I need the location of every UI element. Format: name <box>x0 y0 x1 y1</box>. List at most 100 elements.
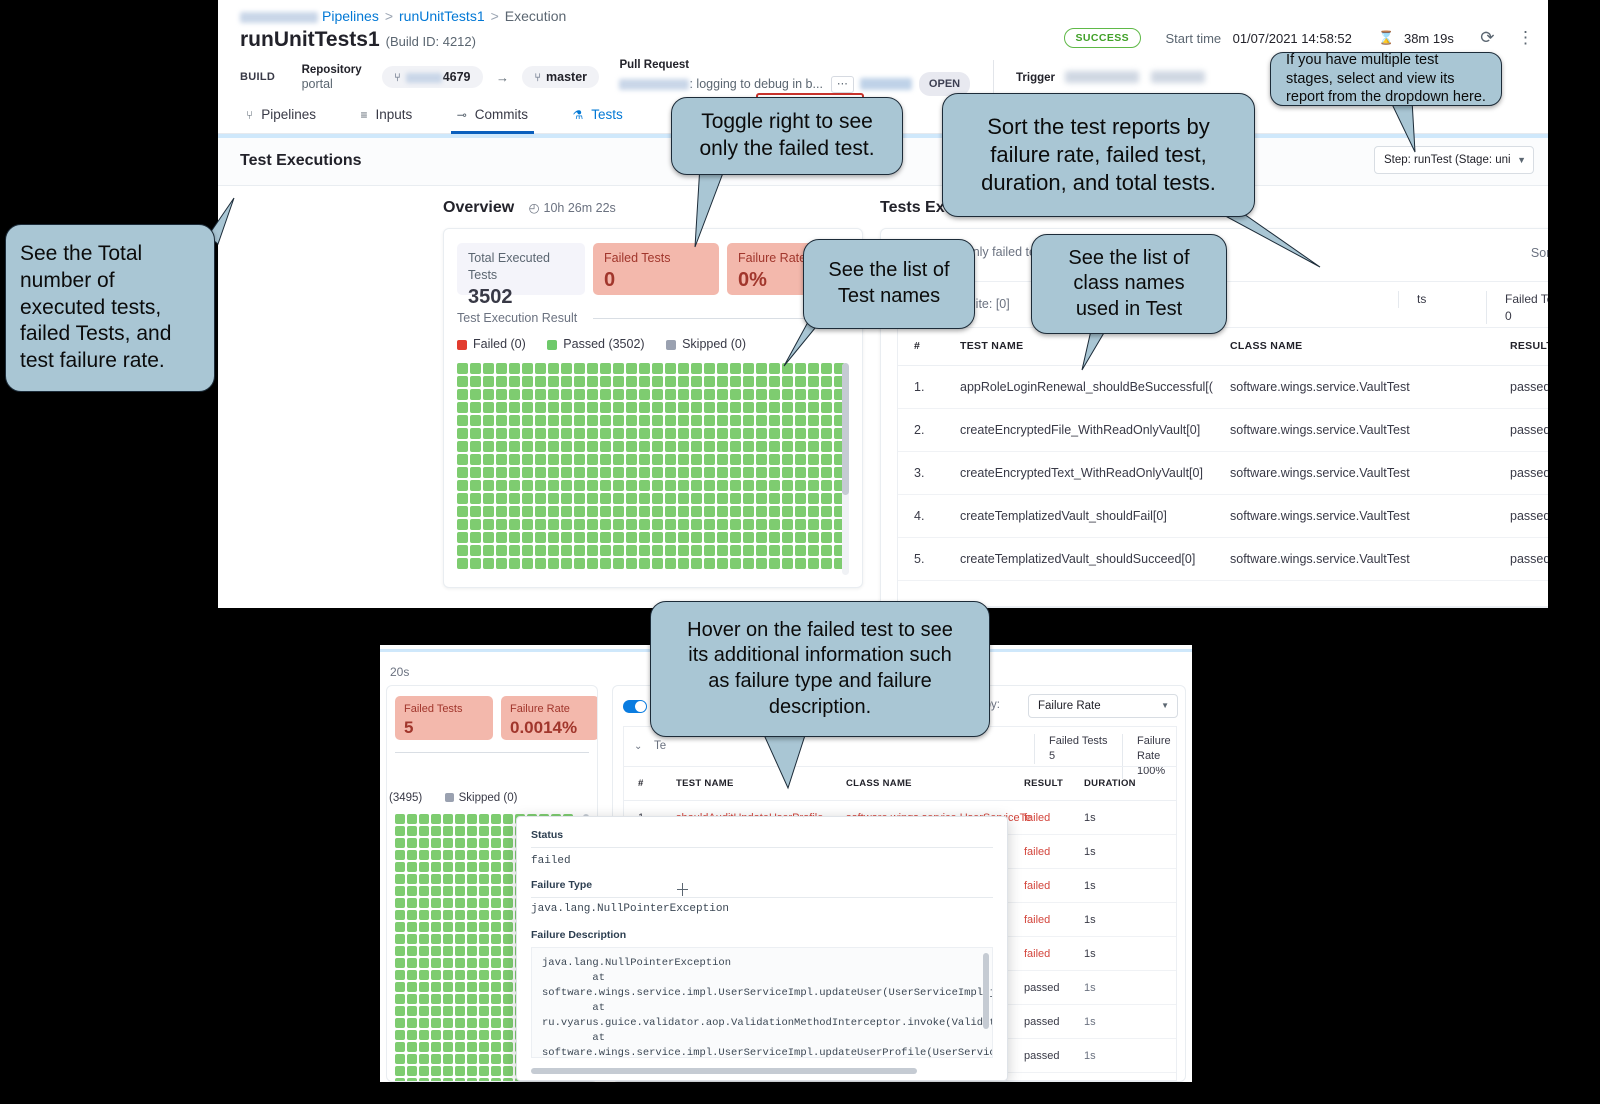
inset-test-result-square[interactable] <box>431 982 441 992</box>
test-result-square[interactable] <box>795 441 806 452</box>
inset-test-result-square[interactable] <box>479 838 489 848</box>
test-result-square[interactable] <box>457 376 468 387</box>
test-result-square[interactable] <box>457 480 468 491</box>
inset-test-result-square[interactable] <box>443 1078 453 1081</box>
test-result-square[interactable] <box>691 532 702 543</box>
test-result-square[interactable] <box>743 363 754 374</box>
test-result-square[interactable] <box>678 389 689 400</box>
test-result-square[interactable] <box>561 493 572 504</box>
inset-test-result-square[interactable] <box>407 970 417 980</box>
inset-test-result-square[interactable] <box>419 946 429 956</box>
inset-test-result-square[interactable] <box>455 1078 465 1081</box>
test-result-square[interactable] <box>808 480 819 491</box>
inset-test-result-square[interactable] <box>503 826 513 836</box>
test-result-square[interactable] <box>535 493 546 504</box>
test-result-square[interactable] <box>548 402 559 413</box>
inset-test-result-square[interactable] <box>467 970 477 980</box>
test-result-square[interactable] <box>769 428 780 439</box>
test-result-square[interactable] <box>665 376 676 387</box>
inset-test-result-square[interactable] <box>431 1042 441 1052</box>
test-result-square[interactable] <box>678 363 689 374</box>
inset-test-result-square[interactable] <box>407 958 417 968</box>
inset-test-result-square[interactable] <box>491 922 501 932</box>
test-result-square[interactable] <box>561 506 572 517</box>
test-result-square[interactable] <box>496 441 507 452</box>
test-result-square[interactable] <box>587 467 598 478</box>
inset-test-result-square[interactable] <box>443 1018 453 1028</box>
test-result-square[interactable] <box>626 506 637 517</box>
test-result-square[interactable] <box>483 428 494 439</box>
test-result-square[interactable] <box>834 428 845 439</box>
inset-test-result-square[interactable] <box>503 970 513 980</box>
inset-test-result-square[interactable] <box>479 898 489 908</box>
test-result-square[interactable] <box>782 376 793 387</box>
test-result-square[interactable] <box>756 402 767 413</box>
test-result-square[interactable] <box>730 506 741 517</box>
inset-test-result-square[interactable] <box>491 1054 501 1064</box>
test-result-square[interactable] <box>691 428 702 439</box>
test-result-square[interactable] <box>821 493 832 504</box>
test-result-square[interactable] <box>834 441 845 452</box>
inset-test-result-square[interactable] <box>431 934 441 944</box>
test-result-square[interactable] <box>821 467 832 478</box>
test-result-square[interactable] <box>639 402 650 413</box>
test-result-square[interactable] <box>782 480 793 491</box>
inset-test-result-square[interactable] <box>443 1042 453 1052</box>
test-result-square[interactable] <box>769 402 780 413</box>
more-dots-button[interactable]: ⋯ <box>830 75 854 93</box>
test-result-square[interactable] <box>600 415 611 426</box>
inset-test-result-square[interactable] <box>419 1054 429 1064</box>
test-result-square[interactable] <box>639 532 650 543</box>
test-result-square[interactable] <box>457 415 468 426</box>
test-result-square[interactable] <box>574 402 585 413</box>
inset-test-result-square[interactable] <box>395 1006 405 1016</box>
inset-test-result-square[interactable] <box>431 1030 441 1040</box>
test-result-square[interactable] <box>652 363 663 374</box>
test-result-square[interactable] <box>665 454 676 465</box>
test-result-square[interactable] <box>756 506 767 517</box>
test-result-square[interactable] <box>769 376 780 387</box>
test-result-square[interactable] <box>626 363 637 374</box>
test-result-square[interactable] <box>613 519 624 530</box>
test-result-square[interactable] <box>613 480 624 491</box>
inset-test-result-square[interactable] <box>455 922 465 932</box>
inset-test-result-square[interactable] <box>503 1018 513 1028</box>
test-result-square[interactable] <box>678 558 689 569</box>
test-result-square[interactable] <box>756 415 767 426</box>
test-result-square[interactable] <box>626 480 637 491</box>
test-result-square[interactable] <box>691 389 702 400</box>
test-result-square[interactable] <box>743 480 754 491</box>
test-result-square[interactable] <box>626 545 637 556</box>
inset-test-result-square[interactable] <box>503 922 513 932</box>
test-result-square[interactable] <box>600 376 611 387</box>
inset-test-result-square[interactable] <box>491 814 501 824</box>
test-result-square[interactable] <box>743 558 754 569</box>
test-result-square[interactable] <box>600 532 611 543</box>
inset-test-result-square[interactable] <box>503 934 513 944</box>
test-result-square[interactable] <box>522 428 533 439</box>
grid-scrollbar[interactable] <box>842 363 849 575</box>
test-result-square[interactable] <box>691 415 702 426</box>
inset-test-result-square[interactable] <box>407 982 417 992</box>
test-result-square[interactable] <box>808 428 819 439</box>
test-result-square[interactable] <box>795 558 806 569</box>
test-result-square[interactable] <box>821 376 832 387</box>
test-result-square[interactable] <box>652 493 663 504</box>
test-result-square[interactable] <box>561 441 572 452</box>
test-result-square[interactable] <box>483 493 494 504</box>
test-result-square[interactable] <box>821 545 832 556</box>
inset-test-result-square[interactable] <box>419 1042 429 1052</box>
test-result-square[interactable] <box>782 467 793 478</box>
inset-test-result-square[interactable] <box>395 850 405 860</box>
test-result-square[interactable] <box>613 428 624 439</box>
inset-test-result-square[interactable] <box>503 1042 513 1052</box>
tooltip-vertical-scrollbar[interactable] <box>983 953 989 1029</box>
test-result-square[interactable] <box>782 389 793 400</box>
test-result-square[interactable] <box>535 506 546 517</box>
test-result-square[interactable] <box>626 454 637 465</box>
test-result-square[interactable] <box>509 402 520 413</box>
test-result-square[interactable] <box>613 389 624 400</box>
test-result-square[interactable] <box>457 454 468 465</box>
test-result-square[interactable] <box>730 519 741 530</box>
test-result-square[interactable] <box>626 376 637 387</box>
